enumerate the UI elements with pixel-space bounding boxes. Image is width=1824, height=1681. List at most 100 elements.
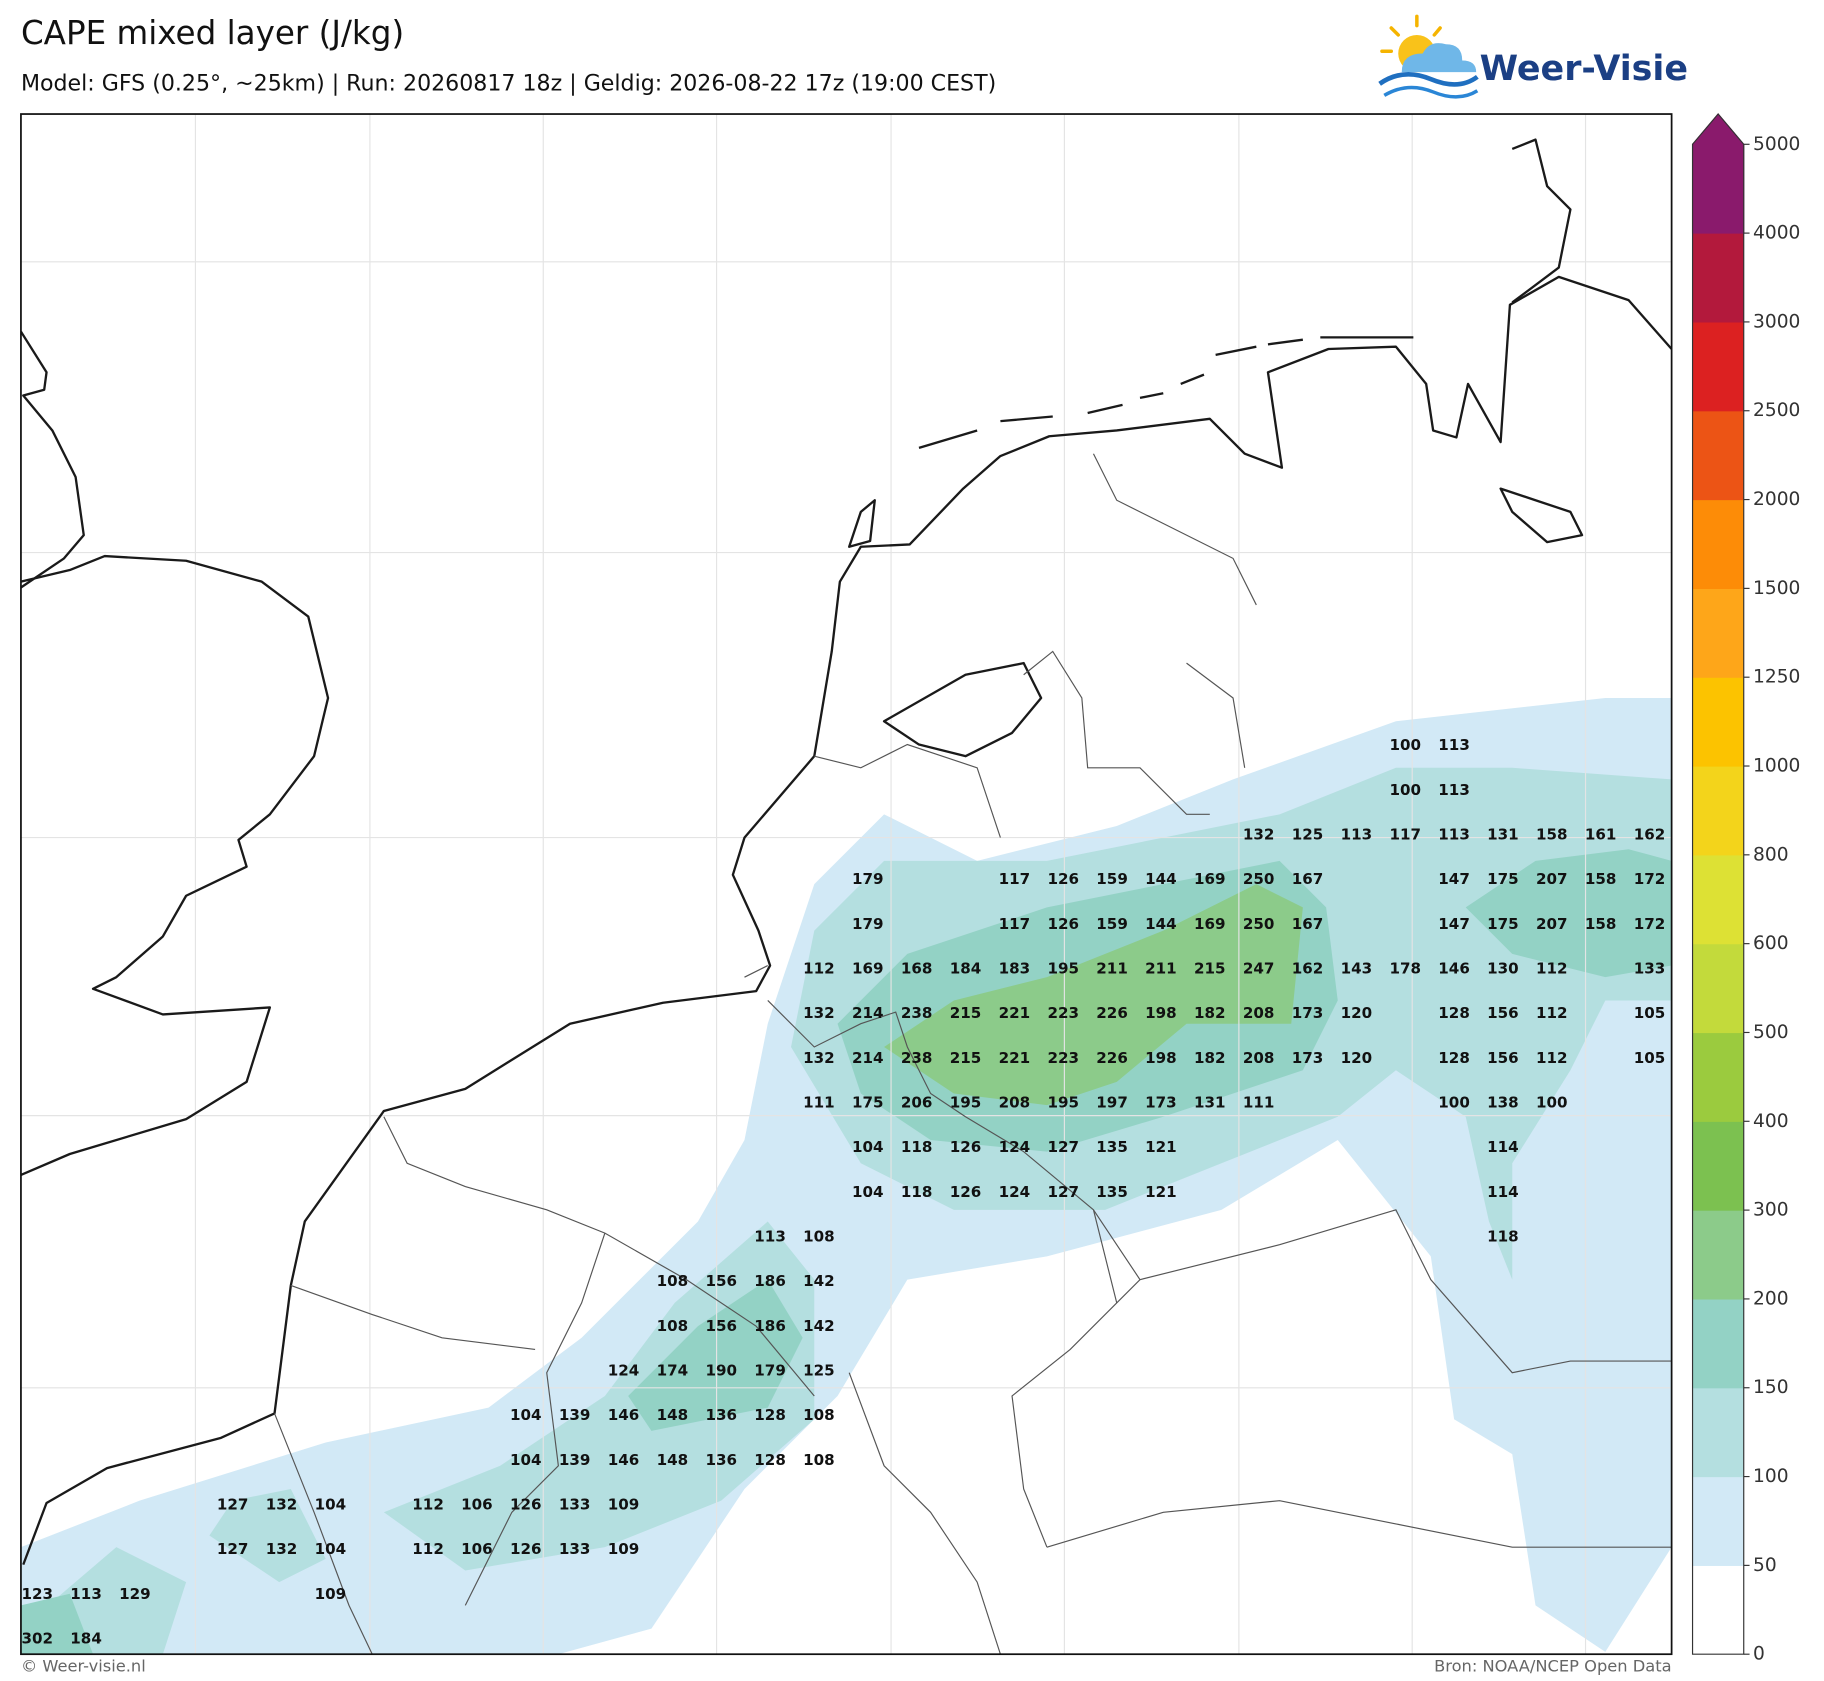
value-label: 197 (1096, 1094, 1128, 1112)
value-label: 174 (657, 1362, 689, 1380)
value-label: 168 (901, 960, 933, 978)
value-label: 226 (1096, 1004, 1128, 1022)
value-label: 104 (510, 1406, 542, 1424)
value-label: 211 (1145, 960, 1177, 978)
value-label: 128 (1438, 1049, 1470, 1067)
value-label: 195 (950, 1094, 982, 1112)
colorbar-band (1692, 766, 1744, 856)
colorbar-outline (1691, 113, 1745, 1655)
colorbar-band (1691, 113, 1745, 234)
value-label: 214 (852, 1004, 884, 1022)
value-label: 208 (999, 1094, 1031, 1112)
value-label: 146 (1438, 960, 1470, 978)
value-label: 120 (1341, 1049, 1373, 1067)
value-label: 113 (1341, 826, 1373, 844)
value-label: 167 (1292, 915, 1324, 933)
colorbar-tick-label: 300 (1753, 1200, 1789, 1221)
value-label: 207 (1536, 870, 1568, 888)
colorbar-tick-label: 2000 (1753, 489, 1800, 510)
value-label: 143 (1341, 960, 1373, 978)
value-label: 108 (657, 1317, 689, 1335)
value-label: 250 (1243, 870, 1275, 888)
value-label: 238 (901, 1004, 933, 1022)
logo-text: Weer-Visie (1480, 49, 1688, 89)
value-label: 127 (217, 1496, 249, 1514)
value-label: 104 (852, 1183, 884, 1201)
value-label: 104 (315, 1540, 347, 1558)
colorbar-band (1692, 1387, 1744, 1478)
value-label: 195 (1047, 1094, 1079, 1112)
map: 100 113 100 113 132 125 113 117 113 131 158 161 162 1… (20, 113, 1673, 1656)
value-label: 158 (1585, 870, 1617, 888)
colorbar: 0 50 100 150 200 300 400 500 600 800 1000 1250 1500 2… (1691, 113, 1800, 1665)
value-label: 146 (608, 1451, 640, 1469)
value-label: 175 (1487, 915, 1519, 933)
value-label: 159 (1096, 870, 1128, 888)
value-label: 139 (559, 1451, 591, 1469)
value-label: 172 (1634, 915, 1666, 933)
colorbar-band (1692, 1210, 1744, 1300)
value-label: 108 (803, 1451, 835, 1469)
value-label: 128 (754, 1451, 786, 1469)
value-label: 173 (1292, 1004, 1324, 1022)
value-label: 135 (1096, 1183, 1128, 1201)
value-label: 106 (461, 1540, 493, 1558)
colorbar-band (1692, 1298, 1744, 1389)
value-label: 118 (901, 1138, 933, 1156)
value-label: 124 (608, 1362, 640, 1380)
value-label: 100 (1389, 736, 1421, 754)
value-label: 113 (70, 1585, 102, 1603)
colorbar-tick-label: 150 (1753, 1377, 1789, 1398)
value-label: 124 (999, 1183, 1031, 1201)
value-label: 238 (901, 1049, 933, 1067)
value-label: 123 (21, 1585, 53, 1603)
value-label: 139 (559, 1406, 591, 1424)
colorbar-band (1692, 321, 1744, 412)
colorbar-tick-label: 50 (1753, 1555, 1777, 1576)
colorbar-tick-label: 400 (1753, 1111, 1789, 1132)
value-label: 100 (1536, 1094, 1568, 1112)
value-label: 114 (1487, 1138, 1519, 1156)
colorbar-band (1692, 233, 1744, 323)
value-label: 127 (217, 1540, 249, 1558)
colorbar-band (1692, 1121, 1744, 1211)
value-label: 179 (852, 870, 884, 888)
value-label: 105 (1634, 1049, 1666, 1067)
value-label: 211 (1096, 960, 1128, 978)
value-label: 104 (852, 1138, 884, 1156)
map-frame (20, 113, 1673, 1656)
value-label: 113 (1438, 826, 1470, 844)
value-label: 108 (803, 1228, 835, 1246)
value-label: 208 (1243, 1049, 1275, 1067)
value-label: 125 (1292, 826, 1324, 844)
value-label: 158 (1536, 826, 1568, 844)
value-label: 126 (1047, 870, 1079, 888)
value-label: 111 (803, 1094, 835, 1112)
colorbar-band (1692, 499, 1744, 589)
value-label: 126 (510, 1540, 542, 1558)
value-label: 156 (1487, 1049, 1519, 1067)
value-label: 135 (1096, 1138, 1128, 1156)
value-label: 223 (1047, 1004, 1079, 1022)
value-label: 128 (754, 1406, 786, 1424)
value-label: 182 (1194, 1004, 1226, 1022)
value-label: 112 (1536, 1049, 1568, 1067)
colorbar-tick-label: 1500 (1753, 578, 1800, 599)
value-label: 114 (1487, 1183, 1519, 1201)
value-label: 215 (1194, 960, 1226, 978)
value-label: 133 (1634, 960, 1666, 978)
value-label: 221 (999, 1004, 1031, 1022)
value-label: 120 (1341, 1004, 1373, 1022)
value-label: 126 (510, 1496, 542, 1514)
value-label: 117 (1389, 826, 1421, 844)
value-label: 208 (1243, 1004, 1275, 1022)
value-label: 179 (754, 1362, 786, 1380)
value-label: 161 (1585, 826, 1617, 844)
value-label: 167 (1292, 870, 1324, 888)
value-label: 108 (803, 1406, 835, 1424)
value-label: 148 (657, 1406, 689, 1424)
value-label: 147 (1438, 870, 1470, 888)
value-label: 147 (1438, 915, 1470, 933)
value-label: 162 (1634, 826, 1666, 844)
